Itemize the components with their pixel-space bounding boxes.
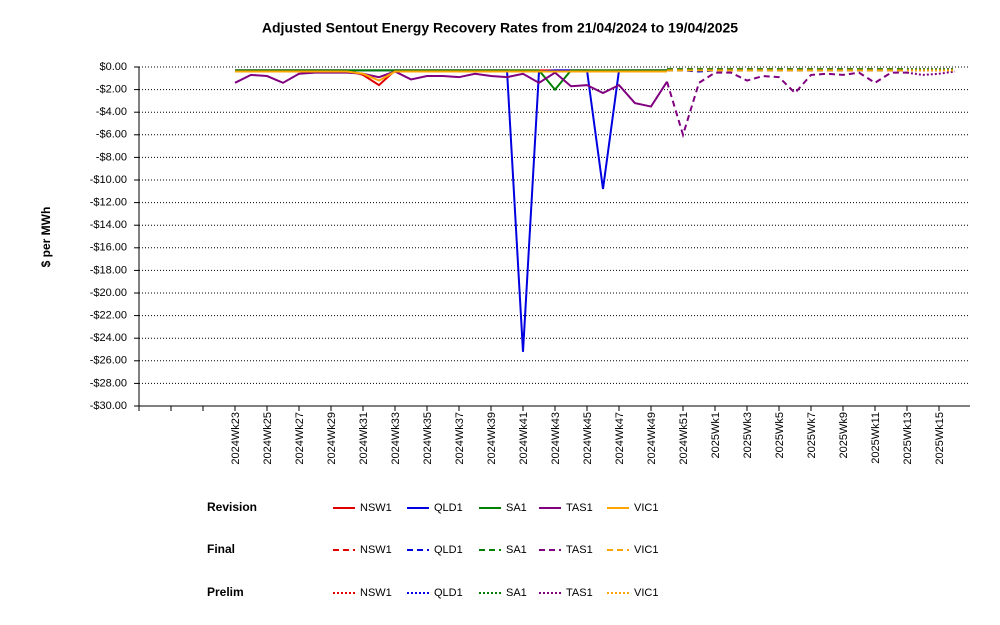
- x-tick-label: 2024Wk29: [326, 412, 338, 465]
- y-tick-label: -$30.00: [90, 400, 127, 412]
- x-tick-label: 2025Wk15: [934, 412, 946, 465]
- y-tick-label: -$12.00: [90, 197, 127, 209]
- legend-label: TAS1: [566, 502, 593, 514]
- legend-label: NSW1: [360, 544, 392, 556]
- x-tick-label: 2024Wk47: [614, 412, 626, 465]
- y-tick-label: -$4.00: [96, 106, 127, 118]
- legend-label: VIC1: [634, 502, 658, 514]
- y-tick-label: -$20.00: [90, 287, 127, 299]
- legend-label: TAS1: [566, 587, 593, 599]
- y-axis-label: $ per MWh: [39, 207, 53, 268]
- x-tick-label: 2024Wk25: [262, 412, 274, 465]
- legend-label: NSW1: [360, 587, 392, 599]
- x-tick-label: 2024Wk31: [358, 412, 370, 465]
- x-tick-label: 2025Wk9: [838, 412, 850, 458]
- x-tick-label: 2025Wk1: [710, 412, 722, 458]
- y-tick-label: -$2.00: [96, 84, 127, 96]
- y-tick-label: -$18.00: [90, 264, 127, 276]
- legend-label: VIC1: [634, 587, 658, 599]
- y-tick-label: -$14.00: [90, 219, 127, 231]
- x-tick-label: 2024Wk33: [390, 412, 402, 465]
- x-tick-label: 2024Wk35: [422, 412, 434, 465]
- x-tick-label: 2024Wk49: [646, 412, 658, 465]
- x-tick-label: 2024Wk27: [294, 412, 306, 465]
- x-tick-label: 2025Wk13: [902, 412, 914, 465]
- x-tick-label: 2024Wk23: [230, 412, 242, 465]
- legend-label: QLD1: [434, 587, 463, 599]
- y-tick-label: -$24.00: [90, 332, 127, 344]
- x-tick-label: 2025Wk3: [742, 412, 754, 458]
- x-tick-label: 2024Wk43: [550, 412, 562, 465]
- y-tick-label: -$22.00: [90, 310, 127, 322]
- legend-label: TAS1: [566, 544, 593, 556]
- x-tick-label: 2024Wk39: [486, 412, 498, 465]
- y-tick-label: -$16.00: [90, 242, 127, 254]
- x-tick-label: 2024Wk45: [582, 412, 594, 465]
- legend-label: SA1: [506, 502, 527, 514]
- x-tick-label: 2025Wk7: [806, 412, 818, 458]
- x-tick-label: 2025Wk11: [870, 412, 882, 464]
- x-tick-label: 2024Wk41: [518, 412, 530, 465]
- series-line: [235, 70, 667, 82]
- series-line: [234, 70, 668, 108]
- series-line: [235, 69, 667, 92]
- y-tick-label: -$26.00: [90, 355, 127, 367]
- x-tick-label: 2024Wk51: [678, 412, 690, 465]
- x-tick-label: 2024Wk37: [454, 412, 466, 465]
- legend-label: SA1: [506, 587, 527, 599]
- y-tick-label: -$10.00: [90, 174, 127, 186]
- y-tick-label: -$6.00: [96, 129, 127, 141]
- legend-group-label: Prelim: [207, 585, 244, 599]
- y-tick-label: $0.00: [99, 61, 127, 73]
- legend-label: SA1: [506, 544, 527, 556]
- series-line: [906, 70, 956, 76]
- y-tick-label: -$28.00: [90, 377, 127, 389]
- x-tick-label: 2025Wk5: [774, 412, 786, 458]
- legend-group-label: Final: [207, 542, 235, 556]
- legend-label: NSW1: [360, 502, 392, 514]
- chart-title: Adjusted Sentout Energy Recovery Rates f…: [262, 20, 738, 36]
- legend-label: QLD1: [434, 544, 463, 556]
- y-tick-label: -$8.00: [96, 151, 127, 163]
- legend-group-label: Revision: [207, 500, 257, 514]
- legend-label: VIC1: [634, 544, 658, 556]
- legend-label: QLD1: [434, 502, 463, 514]
